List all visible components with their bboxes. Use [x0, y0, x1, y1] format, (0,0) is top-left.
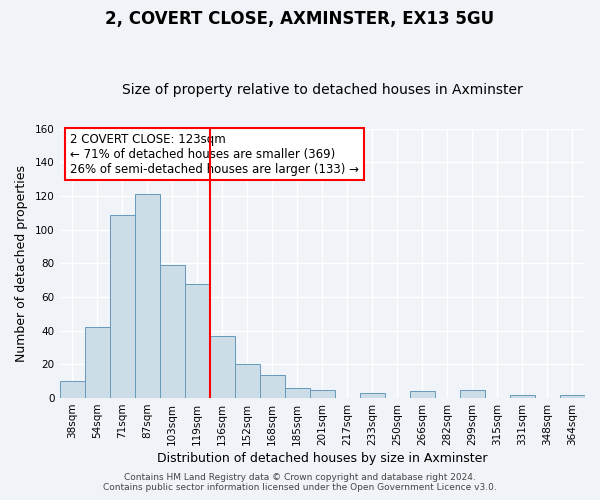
Bar	[310, 390, 335, 398]
Bar	[85, 328, 110, 398]
Bar	[410, 392, 435, 398]
Bar	[160, 265, 185, 398]
Bar	[110, 214, 134, 398]
Bar	[285, 388, 310, 398]
X-axis label: Distribution of detached houses by size in Axminster: Distribution of detached houses by size …	[157, 452, 488, 465]
Bar	[510, 394, 535, 398]
Bar	[59, 381, 85, 398]
Text: 2, COVERT CLOSE, AXMINSTER, EX13 5GU: 2, COVERT CLOSE, AXMINSTER, EX13 5GU	[106, 10, 494, 28]
Text: 2 COVERT CLOSE: 123sqm
← 71% of detached houses are smaller (369)
26% of semi-de: 2 COVERT CLOSE: 123sqm ← 71% of detached…	[70, 133, 359, 176]
Bar	[260, 374, 285, 398]
Y-axis label: Number of detached properties: Number of detached properties	[15, 165, 28, 362]
Bar	[360, 393, 385, 398]
Text: Contains HM Land Registry data © Crown copyright and database right 2024.
Contai: Contains HM Land Registry data © Crown c…	[103, 473, 497, 492]
Bar	[209, 336, 235, 398]
Bar	[185, 284, 209, 398]
Title: Size of property relative to detached houses in Axminster: Size of property relative to detached ho…	[122, 83, 523, 97]
Bar	[460, 390, 485, 398]
Bar	[134, 194, 160, 398]
Bar	[560, 394, 585, 398]
Bar	[235, 364, 260, 398]
